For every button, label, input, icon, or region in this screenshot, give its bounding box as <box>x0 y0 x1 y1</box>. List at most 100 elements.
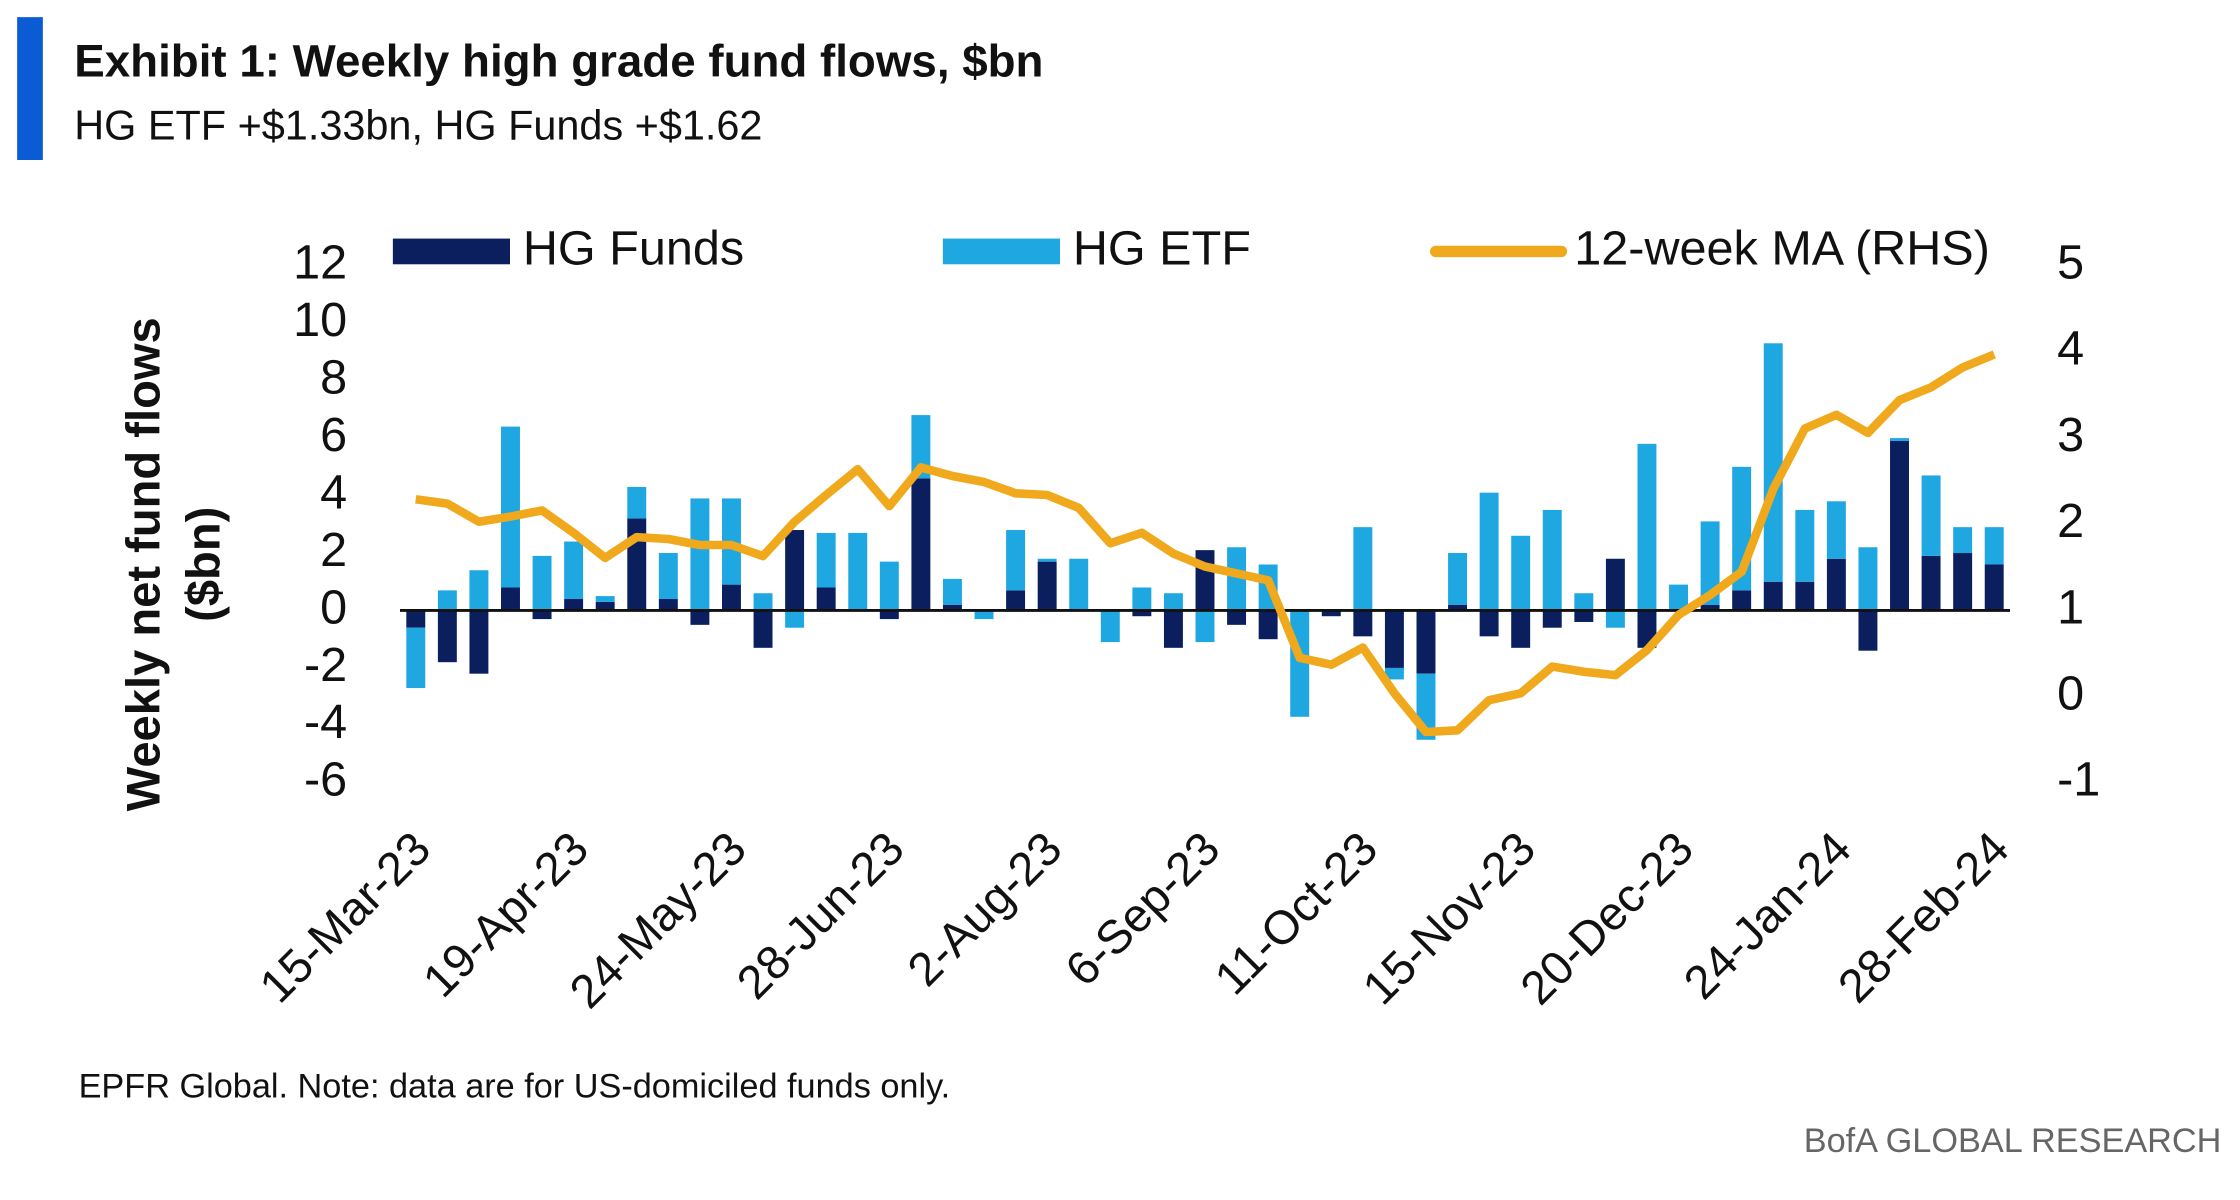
bar <box>437 590 457 611</box>
y2-tick-label: 1 <box>2057 580 2084 634</box>
bar <box>1479 492 1499 611</box>
bar <box>1037 561 1057 611</box>
bar <box>595 596 615 602</box>
bar <box>1669 584 1688 611</box>
y-tick-label: -2 <box>304 638 347 692</box>
bar <box>627 486 647 519</box>
bar <box>1321 610 1341 617</box>
bar <box>1953 553 1973 611</box>
bar <box>1795 581 1815 611</box>
bar <box>501 587 520 611</box>
bar <box>1858 610 1878 651</box>
bar <box>1953 527 1973 554</box>
bar <box>753 610 773 648</box>
x-tick-label: 2-Aug-23 <box>897 821 1072 996</box>
chart-subtitle: HG ETF +$1.33bn, HG Funds +$1.62 <box>74 103 762 149</box>
bar <box>753 593 773 611</box>
bar <box>564 598 584 611</box>
bar <box>1763 581 1783 611</box>
x-tick-label: 15-Mar-23 <box>249 821 440 1012</box>
bar <box>848 532 868 611</box>
x-tick-label: 28-Jun-23 <box>726 821 914 1009</box>
y-axis-title: Weekly net fund flows ($bn) <box>117 317 230 811</box>
bar <box>816 532 836 588</box>
bar <box>1511 610 1531 648</box>
y-tick-label: 10 <box>293 293 347 347</box>
bar <box>595 601 615 611</box>
bar <box>690 498 710 611</box>
bar <box>1163 593 1183 611</box>
source-note: EPFR Global. Note: data are for US-domic… <box>79 1068 951 1106</box>
bar <box>1984 527 2004 565</box>
bar <box>658 598 678 611</box>
bar <box>942 578 962 605</box>
bar <box>406 627 426 689</box>
bar <box>1132 610 1152 617</box>
bar <box>532 610 552 620</box>
bar <box>1384 610 1404 668</box>
bar <box>1890 438 1909 441</box>
ma-line <box>415 350 1996 737</box>
bar <box>406 610 426 628</box>
legend-label: 12-week MA (RHS) <box>1574 221 1990 275</box>
y2-tick-label: 4 <box>2057 322 2084 376</box>
bar <box>911 415 931 479</box>
y-axis-title-line: ($bn) <box>177 507 230 622</box>
bar <box>1921 555 1941 611</box>
x-tick-label: 6-Sep-23 <box>1055 821 1230 996</box>
bar <box>785 610 805 628</box>
brand: BofA GLOBAL RESEARCH <box>1804 1122 2222 1160</box>
bar <box>1605 558 1625 611</box>
bar <box>1542 610 1562 628</box>
bar <box>1574 610 1594 622</box>
bar <box>1353 527 1373 611</box>
bar <box>1858 547 1878 611</box>
bar <box>1763 343 1783 582</box>
y2-tick-label: 5 <box>2057 236 2084 290</box>
bar <box>1258 610 1278 640</box>
y-tick-label: -4 <box>304 695 347 749</box>
y-tick-label: 6 <box>320 408 347 462</box>
bar <box>1984 564 2004 611</box>
bar <box>1700 604 1720 611</box>
bar <box>1637 443 1657 611</box>
bar <box>1353 610 1373 637</box>
bar <box>1448 604 1468 611</box>
bar <box>1795 509 1815 582</box>
bar <box>469 610 489 674</box>
chart-title: Exhibit 1: Weekly high grade fund flows,… <box>74 35 1043 86</box>
bar <box>627 518 647 611</box>
bar <box>1511 535 1531 611</box>
bar <box>1826 558 1846 611</box>
bar <box>469 570 489 611</box>
legend-swatch <box>392 238 510 265</box>
bar <box>1890 440 1909 611</box>
accent-bar <box>17 17 43 161</box>
bar <box>564 541 584 599</box>
bar <box>1006 530 1026 591</box>
bar <box>1732 590 1752 611</box>
y-tick-label: 8 <box>320 350 347 404</box>
y-tick-label: 4 <box>320 465 347 519</box>
bar <box>1037 558 1057 562</box>
y-tick-label: -6 <box>304 753 347 807</box>
bar <box>1384 667 1404 680</box>
bar <box>879 561 899 611</box>
bar <box>1605 610 1625 628</box>
y2-tick-label: 2 <box>2057 494 2084 548</box>
bar <box>1826 501 1846 559</box>
bar <box>1227 610 1247 625</box>
bar <box>911 478 931 611</box>
bar <box>974 610 994 620</box>
bar <box>1574 593 1594 611</box>
y2-tick-label: 3 <box>2057 408 2084 462</box>
bar <box>1921 475 1941 556</box>
legend-label: HG ETF <box>1073 221 1251 275</box>
y-tick-label: 0 <box>320 580 347 634</box>
bar <box>690 610 710 625</box>
bar <box>437 610 457 663</box>
bar <box>785 530 805 611</box>
bar <box>879 610 899 620</box>
y2-tick-label: 0 <box>2057 666 2084 720</box>
